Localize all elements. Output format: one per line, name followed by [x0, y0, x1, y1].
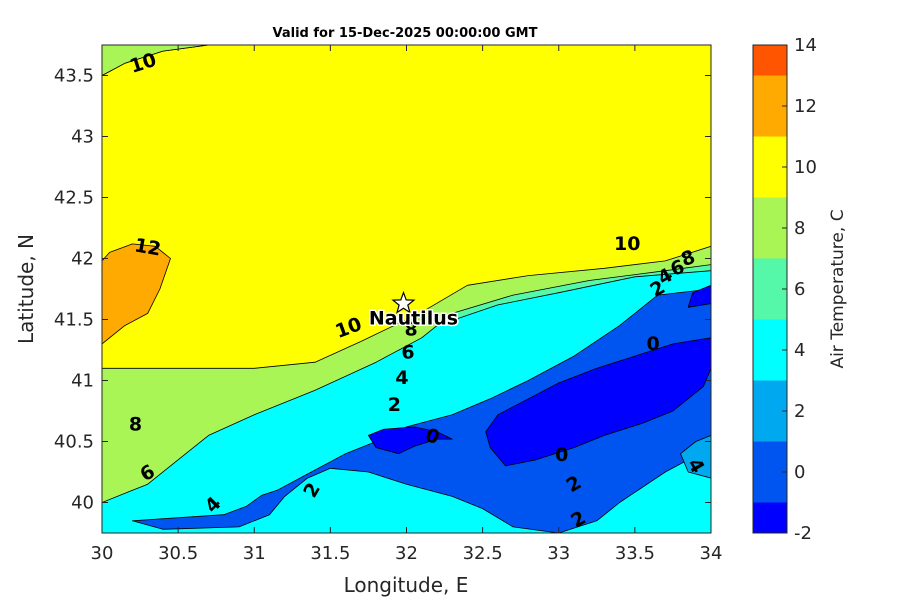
x-tick-label: 31: [243, 543, 266, 564]
colorbar-tick-label: 14: [794, 35, 817, 56]
contour-label: 4: [395, 367, 408, 389]
colorbar-tick-label: 8: [794, 218, 805, 239]
colorbar-swatch: [753, 75, 787, 137]
contour-region: [687, 284, 711, 308]
y-tick-label: 40: [71, 493, 94, 514]
contour-label: 8: [404, 318, 417, 340]
y-tick-label: 41.5: [54, 310, 94, 331]
x-tick-label: 31.5: [310, 543, 350, 564]
x-axis: 30 30.5 31 31.5 32 32.5 33 33.5 34: [91, 45, 723, 564]
colorbar-tick-label: 6: [794, 279, 805, 300]
y-tick-label: 42.5: [54, 188, 94, 209]
colorbar-swatch: [753, 319, 787, 381]
colorbar-swatch: [753, 441, 787, 503]
x-tick-label: 33: [547, 543, 570, 564]
colorbar-swatch: [753, 258, 787, 320]
y-tick-label: 41: [71, 371, 94, 392]
colorbar: [752, 44, 788, 534]
contour-region: [131, 288, 711, 533]
nautilus-star-icon: [391, 290, 416, 314]
y-axis-label: Latitude, N: [14, 234, 38, 344]
contour-label: 0: [647, 333, 660, 355]
contour-regions: [102, 45, 711, 533]
x-tick-label: 32: [395, 543, 418, 564]
colorbar-tick-label: 0: [794, 462, 805, 483]
marker-label: Nautilus: [369, 308, 458, 330]
x-tick-label: 30: [91, 543, 114, 564]
colorbar-label: Air Temperature, C: [828, 209, 848, 368]
y-tick-label: 42: [71, 249, 94, 270]
y-tick-label: 43.5: [54, 66, 94, 87]
chart-title: Valid for 15-Dec-2025 00:00:00 GMT: [273, 26, 538, 41]
contour-region: [367, 426, 453, 455]
colorbar-tick-label: -2: [794, 523, 812, 544]
colorbar-tick-label: 4: [794, 340, 805, 361]
contour-label: 6: [401, 341, 414, 363]
contour-label: 12: [133, 234, 163, 260]
colorbar-swatch: [753, 45, 787, 76]
contour-label: 10: [614, 233, 640, 255]
colorbar-ticks: -2 0 2 4 6 8 10 12 14: [782, 35, 817, 544]
marker-layer: Nautilus: [367, 290, 460, 331]
y-tick-label: 40.5: [54, 432, 94, 453]
x-tick-label: 34: [700, 543, 723, 564]
contour-label: 2: [388, 394, 401, 416]
colorbar-swatch: [753, 380, 787, 442]
contour-region: [485, 337, 711, 467]
x-tick-label: 32.5: [463, 543, 503, 564]
contour-label: 8: [129, 413, 142, 435]
colorbar-tick-label: 2: [794, 401, 805, 422]
colorbar-swatch: [753, 136, 787, 198]
x-tick-label: 33.5: [615, 543, 655, 564]
colorbar-swatch: [753, 197, 787, 259]
contour-region: [102, 243, 171, 345]
colorbar-tick-label: 12: [794, 96, 817, 117]
contour-region: [102, 45, 240, 76]
y-tick-label: 43: [71, 127, 94, 148]
x-tick-label: 30.5: [158, 543, 198, 564]
colorbar-tick-label: 10: [794, 157, 817, 178]
contour-label: 0: [555, 444, 568, 466]
contour-region: [680, 434, 711, 479]
colorbar-swatch: [753, 502, 787, 533]
x-axis-label: Longitude, E: [344, 573, 469, 597]
